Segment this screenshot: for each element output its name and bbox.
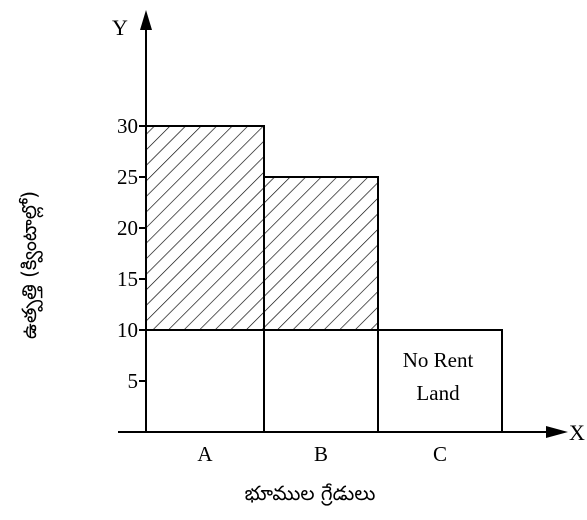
y-tick-label-30: 30 bbox=[117, 114, 138, 138]
category-label-C: C bbox=[433, 442, 447, 466]
y-tick-label-5: 5 bbox=[128, 369, 139, 393]
y-axis-letter: Y bbox=[112, 15, 128, 40]
bar-B-rent-area bbox=[264, 177, 378, 330]
bar-A-rent-area bbox=[146, 126, 264, 330]
category-label-A: A bbox=[197, 442, 213, 466]
y-tick-label-20: 20 bbox=[117, 216, 138, 240]
y-axis-title: ఉత్పత్తి (క్వింటాల్లో) bbox=[17, 191, 44, 339]
y-tick-label-15: 15 bbox=[117, 267, 138, 291]
annotation-line-2: Land bbox=[416, 381, 460, 405]
ticks-layer: 5 10 15 20 25 30 bbox=[117, 114, 146, 393]
y-tick-label-25: 25 bbox=[117, 165, 138, 189]
category-labels: A B C bbox=[197, 442, 447, 466]
category-label-B: B bbox=[314, 442, 328, 466]
annotation-line-1: No Rent bbox=[403, 348, 474, 372]
bars-layer bbox=[145, 125, 503, 433]
y-axis-arrowhead bbox=[140, 10, 152, 30]
x-axis-letter: X bbox=[569, 420, 585, 445]
x-axis-arrowhead bbox=[546, 426, 568, 438]
x-axis-title: భూముల గ్రేడులు bbox=[245, 481, 376, 506]
y-tick-label-10: 10 bbox=[117, 318, 138, 342]
